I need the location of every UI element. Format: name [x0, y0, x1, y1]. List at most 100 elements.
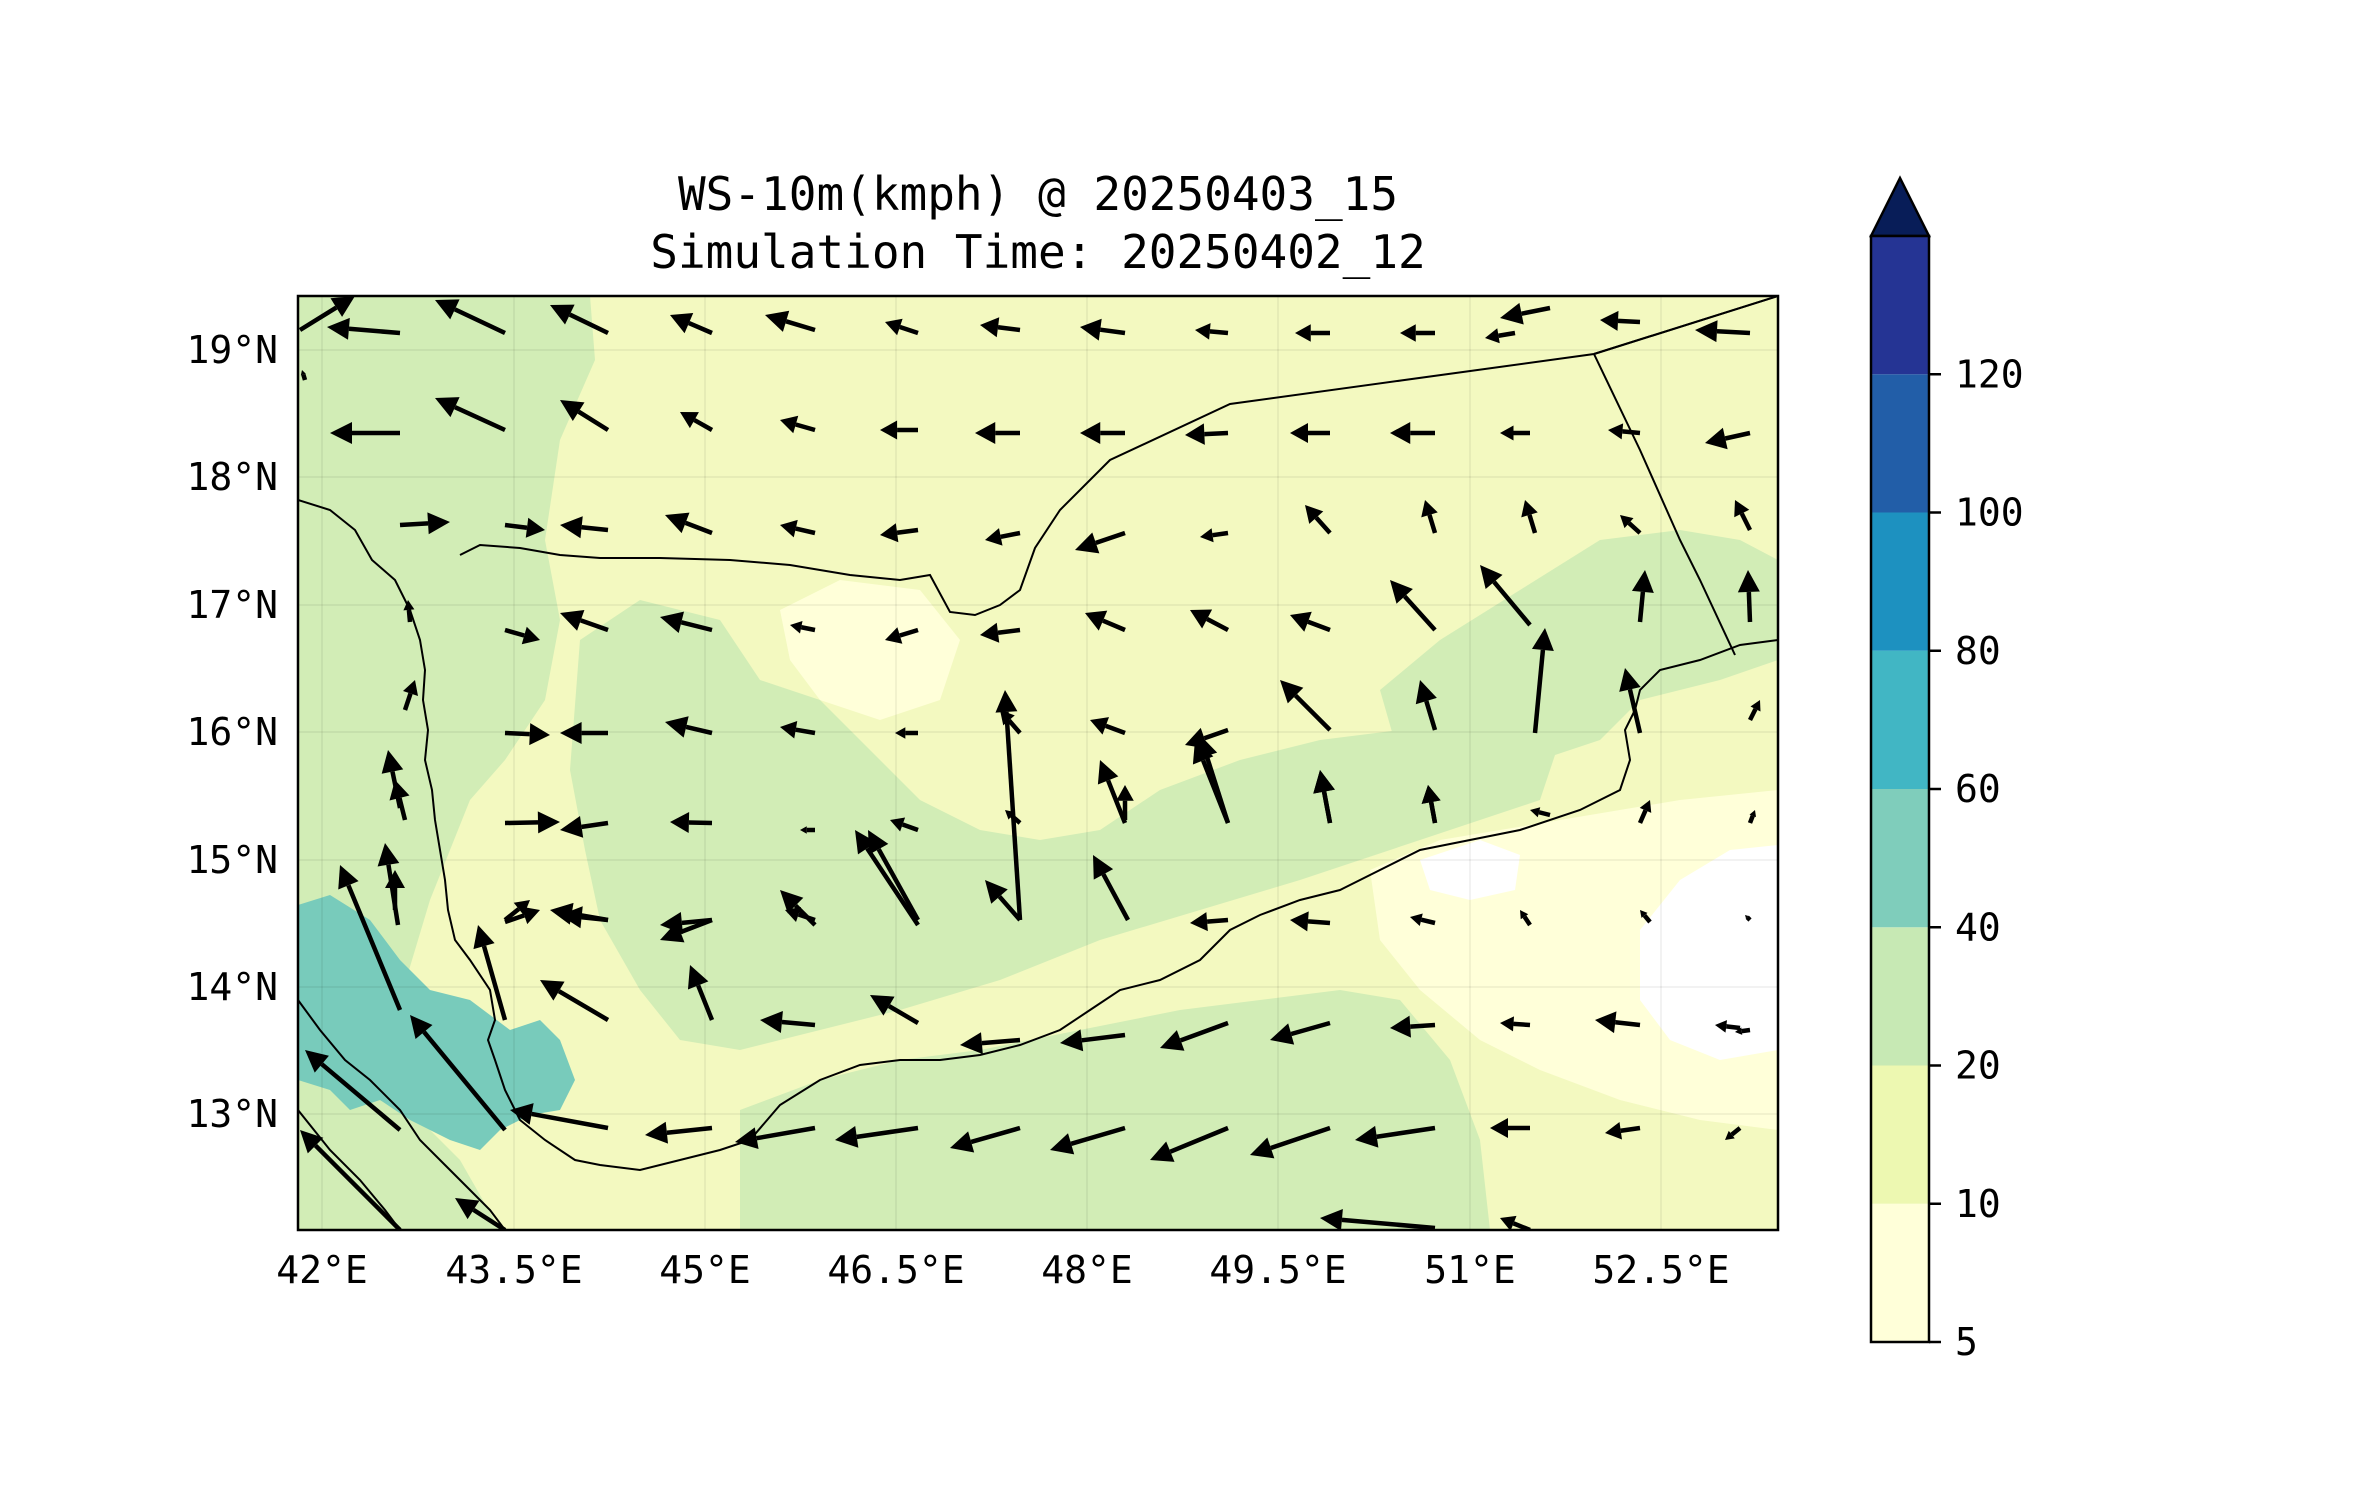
wind-arrow — [1400, 324, 1435, 342]
colorbar-tick-label: 60 — [1955, 767, 2001, 811]
wind-arrow — [298, 296, 355, 332]
wind-arrow — [1290, 911, 1331, 932]
y-tick-label: 16°N — [186, 710, 278, 754]
wind-arrow — [1093, 855, 1130, 922]
wind-arrow — [1620, 515, 1642, 535]
wind-arrow — [550, 304, 609, 336]
wind-arrow — [338, 865, 403, 1011]
wind-arrow — [1531, 628, 1554, 734]
wind-arrow — [680, 412, 714, 432]
wind-arrow — [1608, 423, 1641, 440]
wind-arrow — [504, 517, 545, 538]
wind-arrow — [1270, 1020, 1331, 1045]
y-tick-label: 14°N — [186, 965, 278, 1009]
wind-arrow — [1085, 610, 1126, 633]
colorbar-band — [1871, 236, 1929, 375]
wind-arrow — [855, 830, 920, 927]
wind-arrow — [305, 1050, 402, 1132]
colorbar-extend-triangle — [1868, 175, 1932, 238]
wind-arrow — [1695, 320, 1751, 343]
x-tick-label: 45°E — [659, 1248, 751, 1292]
wind-arrow — [780, 720, 816, 739]
colorbar-tick-label: 10 — [1955, 1182, 2001, 1226]
wind-arrow — [1737, 570, 1760, 623]
colorbar-ticks: 5 10 20 40 60 80 100 120 — [1929, 352, 2024, 1364]
wind-arrow — [1390, 580, 1437, 632]
wind-arrow — [985, 528, 1021, 546]
wind-arrow — [1060, 1029, 1126, 1052]
africa-coast — [298, 999, 506, 1230]
wind-arrow — [504, 906, 540, 925]
x-tick-label: 43.5°E — [445, 1248, 582, 1292]
wind-arrow — [399, 512, 450, 535]
wind-arrow — [410, 1015, 507, 1132]
colorbar-band — [1871, 512, 1929, 651]
wind-arrow — [1390, 1015, 1436, 1038]
wind-arrow — [885, 318, 919, 336]
wind-arrow — [1421, 785, 1441, 824]
wind-arrow — [1390, 422, 1435, 444]
wind-arrow — [1530, 807, 1551, 818]
wind-vectors — [298, 296, 1761, 1230]
wind-arrow — [1290, 423, 1330, 443]
wind-arrow — [980, 317, 1021, 338]
wind-arrow — [1500, 425, 1530, 441]
wind-arrow — [560, 815, 609, 838]
wind-arrow — [1313, 770, 1335, 824]
y-tick-label: 13°N — [186, 1092, 278, 1136]
wind-arrow — [1640, 910, 1652, 924]
calm-zone-2 — [1640, 845, 1778, 1060]
y-tick-label: 17°N — [186, 583, 278, 627]
wind-arrow — [780, 890, 817, 927]
x-tick-label: 49.5°E — [1209, 1248, 1346, 1292]
wind-arrow — [1150, 1125, 1229, 1162]
map-frame — [296, 294, 1780, 1232]
wind-zone-5-10-central — [780, 580, 960, 720]
wind-arrow — [645, 1121, 713, 1144]
wind-arrow — [1305, 505, 1332, 535]
wind-arrow — [975, 422, 1020, 444]
y-tick-label: 18°N — [186, 455, 278, 499]
wind-arrow — [560, 400, 610, 432]
wind-arrow — [1290, 611, 1331, 633]
border-yemen-oman — [1593, 353, 1736, 656]
wind-arrow — [1320, 1208, 1436, 1230]
wind-arrow — [402, 680, 418, 711]
wind-arrow — [890, 817, 919, 833]
wind-arrow — [1705, 427, 1751, 450]
colorbar: 5 10 20 40 60 80 100 120 — [1868, 175, 2024, 1364]
colorbar-band — [1871, 374, 1929, 513]
wind-arrow — [660, 917, 713, 943]
wind-arrow — [1735, 1027, 1751, 1035]
wind-arrow — [560, 609, 609, 633]
wind-arrow — [1637, 800, 1652, 824]
wind-arrow — [1485, 328, 1516, 344]
colorbar-tick-label: 40 — [1955, 905, 2001, 949]
wind-arrow — [980, 622, 1021, 643]
colorbar-tick-label: 100 — [1955, 491, 2024, 535]
wind-arrow — [765, 310, 816, 333]
wind-arrow — [880, 420, 918, 440]
wind-arrow — [1080, 318, 1126, 341]
wind-zone-20-40-east — [1380, 530, 1778, 780]
colorbar-tick-label: 120 — [1955, 352, 2024, 396]
wind-arrow — [560, 516, 609, 539]
title-line-2: Simulation Time: 20250402_12 — [650, 225, 1425, 279]
wind-arrow — [885, 627, 919, 644]
wind-arrow — [1500, 302, 1551, 325]
wind-arrow — [1619, 668, 1643, 734]
wind-arrow — [1600, 310, 1641, 331]
colorbar-tick-label: 80 — [1955, 629, 2001, 673]
wind-arrow — [1116, 785, 1134, 820]
wind-arrow — [1747, 700, 1761, 722]
wind-arrow — [1745, 915, 1752, 922]
wind-zone-20-40-gulf — [740, 990, 1490, 1230]
y-axis-labels: 19°N 18°N 17°N 16°N 15°N 14°N 13°N — [186, 328, 278, 1136]
colorbar-band — [1871, 927, 1929, 1066]
wind-arrow — [327, 317, 401, 340]
wind-arrow — [473, 925, 508, 1021]
wind-arrow — [1192, 740, 1231, 824]
wind-arrow — [1090, 717, 1126, 736]
calm-zone-1 — [1420, 840, 1520, 900]
x-tick-label: 42°E — [276, 1248, 368, 1292]
